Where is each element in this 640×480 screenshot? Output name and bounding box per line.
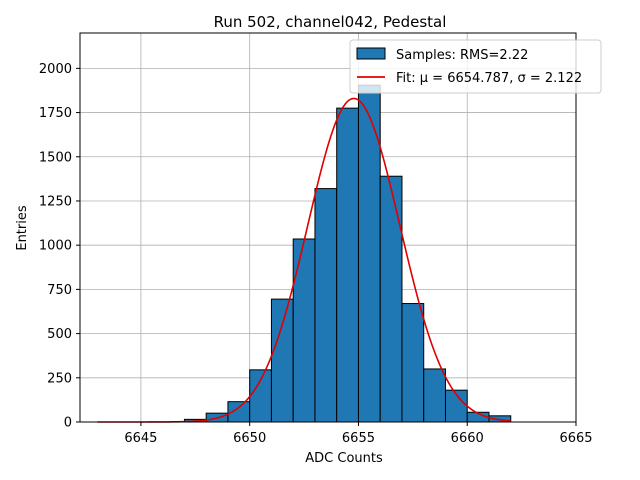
legend-label-fit: Fit: μ = 6654.787, σ = 2.122 bbox=[396, 71, 582, 86]
legend-label-samples: Samples: RMS=2.22 bbox=[396, 48, 528, 63]
y-tick-label: 750 bbox=[47, 283, 72, 298]
histogram-bar bbox=[314, 188, 338, 423]
y-axis-ticks: 0 250 500 750 1000 1250 1500 1750 2000 bbox=[39, 62, 80, 431]
y-tick-label: 0 bbox=[64, 416, 72, 431]
y-tick-label: 1750 bbox=[39, 106, 72, 121]
histogram-bars bbox=[183, 84, 512, 423]
legend-fit-prefix: Fit: bbox=[396, 71, 420, 86]
x-tick-label: 6645 bbox=[124, 431, 157, 446]
y-tick-label: 1250 bbox=[39, 194, 72, 209]
histogram-bar bbox=[401, 303, 425, 423]
y-tick-label: 1000 bbox=[39, 239, 72, 254]
legend-fit-separator: , bbox=[509, 71, 517, 86]
x-tick-label: 6660 bbox=[451, 431, 484, 446]
legend-swatch-samples bbox=[356, 47, 386, 60]
histogram-bar bbox=[292, 238, 316, 423]
y-tick-label: 1500 bbox=[39, 150, 72, 165]
legend: Samples: RMS=2.22 Fit: μ = 6654.787, σ =… bbox=[349, 39, 602, 94]
x-tick-label: 6650 bbox=[233, 431, 266, 446]
plot-frame bbox=[79, 32, 577, 423]
x-tick-label: 6665 bbox=[559, 431, 592, 446]
histogram-bar bbox=[379, 175, 403, 423]
histogram-bar bbox=[249, 369, 272, 423]
y-tick-label: 250 bbox=[47, 371, 72, 386]
y-axis-label: Entries bbox=[15, 205, 30, 251]
histogram-bar bbox=[270, 298, 294, 423]
legend-fit-mu: μ = 6654.787 bbox=[420, 71, 509, 86]
histogram-bar bbox=[423, 368, 446, 423]
legend-box bbox=[349, 39, 602, 94]
y-tick-label: 500 bbox=[47, 327, 72, 342]
y-tick-label: 2000 bbox=[39, 62, 72, 77]
chart-title: Run 502, channel042, Pedestal bbox=[214, 13, 447, 31]
x-axis-ticks: 6645 6650 6655 6660 6665 bbox=[124, 422, 593, 446]
x-tick-label: 6655 bbox=[342, 431, 375, 446]
legend-fit-sigma: σ = 2.122 bbox=[518, 71, 583, 86]
histogram-bar bbox=[336, 107, 359, 423]
x-axis-label: ADC Counts bbox=[305, 451, 383, 466]
